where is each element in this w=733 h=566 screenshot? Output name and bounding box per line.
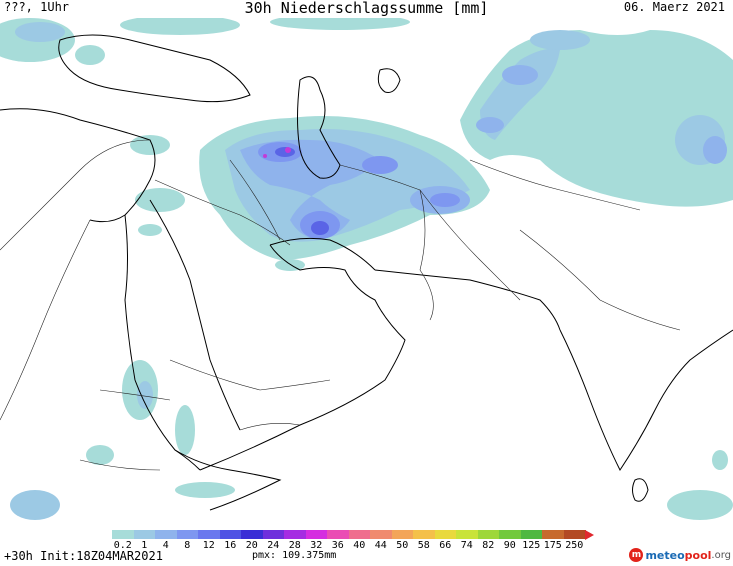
precip-area <box>285 147 291 153</box>
logo-icon: m <box>629 548 644 562</box>
legend-swatch <box>542 530 564 539</box>
precip-area <box>240 139 380 240</box>
precip-area <box>10 490 60 520</box>
map-header: ???, 1Uhr 30h Niederschlagssumme [mm] 06… <box>0 0 733 18</box>
legend-swatch <box>348 530 371 539</box>
precip-area <box>175 482 235 498</box>
legend-label: 1 <box>141 540 148 551</box>
precip-area <box>275 147 295 157</box>
legend-swatch <box>219 530 242 539</box>
precip-area <box>712 450 728 470</box>
legend-swatch <box>499 530 521 539</box>
legend-swatch <box>176 530 199 539</box>
logo-text-part1: meteo <box>645 548 685 562</box>
legend-swatch <box>520 530 543 539</box>
precip-area <box>476 117 504 133</box>
coastlines-and-borders <box>0 34 733 511</box>
precip-area <box>15 22 65 42</box>
legend-label: 16 <box>224 540 237 551</box>
legend-label: 82 <box>482 540 495 551</box>
legend-label: 74 <box>460 540 473 551</box>
precip-area <box>311 221 329 235</box>
precip-area <box>137 381 153 409</box>
logo-text-part3: .org <box>711 549 731 561</box>
forecast-date: 06. Maerz 2021 <box>623 0 725 14</box>
legend-swatch <box>284 530 306 539</box>
meteopool-logo[interactable]: m meteo pool .org <box>629 545 731 565</box>
logo-text-part2: pool <box>684 548 712 562</box>
legend-label: 175 <box>543 540 562 551</box>
legend-swatch <box>413 530 435 539</box>
max-precip: pmx: 109.375mm <box>252 550 337 561</box>
legend-label: 50 <box>396 540 409 551</box>
legend-label: 24 <box>267 540 280 551</box>
legend-swatch <box>198 530 220 539</box>
precip-area <box>703 136 727 164</box>
precip-area <box>530 30 590 50</box>
precip-area <box>86 445 114 465</box>
legend-label: 4 <box>162 540 169 551</box>
legend-swatch <box>305 530 328 539</box>
precipitation-legend: 0.2 1 4 8 12 16 20 24 28 32 36 40 44 50 58 66 74 82 90 125 1… <box>112 530 632 558</box>
legend-swatch <box>241 530 263 539</box>
legend-label: 44 <box>374 540 387 551</box>
legend-swatch <box>133 530 156 539</box>
legend-label: 0.2 <box>113 540 132 551</box>
precip-area <box>270 18 410 30</box>
precip-area <box>130 135 170 155</box>
precip-area <box>430 193 460 207</box>
legend-label: 32 <box>310 540 323 551</box>
legend-label: 12 <box>202 540 215 551</box>
precip-area <box>502 65 538 85</box>
precip-area <box>175 405 195 455</box>
precipitation-layer <box>0 18 733 520</box>
valid-time-label: ???, 1Uhr <box>4 0 70 14</box>
legend-swatch <box>327 530 349 539</box>
legend-label: 8 <box>184 540 191 551</box>
legend-swatch <box>155 530 177 539</box>
legend-label: 28 <box>288 540 301 551</box>
legend-swatch <box>456 530 478 539</box>
precip-area <box>75 45 105 65</box>
map-title: 30h Niederschlagssumme [mm] <box>244 0 489 17</box>
legend-swatch <box>262 530 285 539</box>
legend-swatch <box>477 530 500 539</box>
precip-area <box>275 259 305 271</box>
legend-swatch <box>391 530 414 539</box>
legend-label: 66 <box>439 540 452 551</box>
legend-swatch <box>434 530 457 539</box>
precip-area <box>615 148 665 172</box>
legend-label: 250 <box>565 540 584 551</box>
precip-area <box>480 48 560 140</box>
legend-color-bar <box>112 530 586 539</box>
precip-area <box>527 141 563 159</box>
precip-area <box>263 154 267 158</box>
precip-area <box>120 18 240 35</box>
precip-area <box>135 188 185 212</box>
precip-area <box>138 224 162 236</box>
legend-arrow <box>585 530 594 540</box>
precipitation-map <box>0 18 733 520</box>
init-time: +30h Init:18Z04MAR2021 <box>4 549 163 563</box>
legend-swatch <box>112 530 134 539</box>
legend-swatch <box>563 530 586 539</box>
legend-swatch <box>370 530 392 539</box>
legend-label: 125 <box>522 540 541 551</box>
legend-label: 40 <box>353 540 366 551</box>
legend-label: 58 <box>417 540 430 551</box>
legend-label: 36 <box>331 540 344 551</box>
precip-area <box>362 156 398 174</box>
legend-label: 90 <box>503 540 516 551</box>
legend-label: 20 <box>245 540 258 551</box>
precip-area <box>667 490 733 520</box>
